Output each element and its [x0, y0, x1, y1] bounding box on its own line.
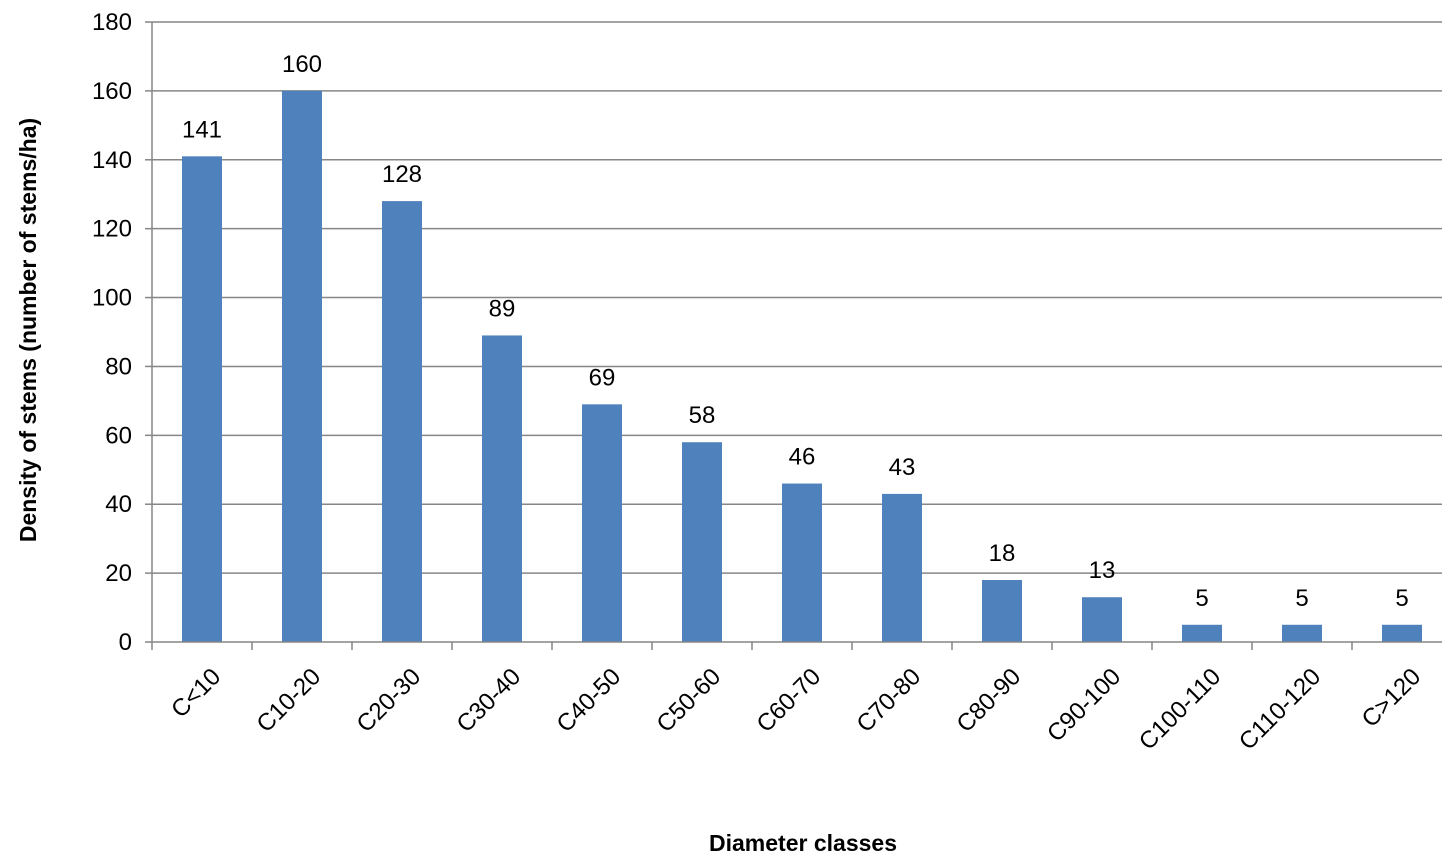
bar-C30-40: [482, 335, 522, 642]
x-tick-label: C20-30: [351, 663, 426, 738]
y-tick-label: 140: [92, 147, 132, 174]
bar-C<10: [182, 156, 222, 643]
bar-C80-90: [982, 580, 1022, 642]
data-label: 18: [989, 540, 1016, 567]
data-labels: 141 160 128 89 69 58 46 43 18 13 5 5 5: [182, 51, 1409, 612]
bar-C110-120: [1282, 624, 1322, 642]
x-tick-label: C90-100: [1042, 663, 1126, 747]
bar-C70-80: [882, 493, 922, 642]
x-tick-label: C<10: [166, 663, 226, 723]
x-tick-label: C40-50: [551, 663, 626, 738]
bar-C20-30: [382, 201, 422, 642]
x-tick-labels: C<10 C10-20 C20-30 C30-40 C40-50 C50-60 C60-70…: [166, 663, 1426, 755]
bar-C10-20: [282, 90, 322, 642]
bar-C>120: [1382, 624, 1422, 642]
y-tick-label: 120: [92, 216, 132, 243]
y-tick-label: 180: [92, 9, 132, 36]
data-label: 141: [182, 116, 222, 143]
y-tick-label: 20: [105, 560, 132, 587]
x-tick-label: C70-80: [851, 663, 926, 738]
axes: [145, 21, 1442, 650]
bar-C90-100: [1082, 597, 1122, 642]
x-tick-label: C110-120: [1234, 663, 1326, 755]
x-tick-label: C30-40: [451, 663, 526, 738]
y-tick-labels: 0 20 40 60 80 100 120 140 160 180: [92, 9, 132, 656]
data-label: 69: [589, 364, 616, 391]
y-tick-label: 160: [92, 78, 132, 105]
bar-C100-110: [1182, 624, 1222, 642]
x-tick-label: C100-110: [1134, 663, 1226, 755]
data-label: 128: [382, 161, 422, 188]
y-tick-label: 60: [105, 422, 132, 449]
y-tick-label: 40: [105, 491, 132, 518]
y-tick-label: 100: [92, 285, 132, 312]
x-axis-title: Diameter classes: [709, 830, 897, 856]
bar-C60-70: [782, 483, 822, 642]
gridlines: [152, 21, 1442, 574]
data-label: 43: [889, 454, 916, 481]
data-label: 89: [489, 295, 516, 322]
data-label: 46: [789, 444, 816, 471]
data-label: 13: [1089, 557, 1116, 584]
y-axis-title: Density of stems (number of stems/ha): [15, 118, 41, 542]
data-label: 5: [1395, 585, 1408, 612]
y-tick-label: 80: [105, 353, 132, 380]
x-tick-label: C50-60: [651, 663, 726, 738]
x-tick-label: C10-20: [251, 663, 326, 738]
data-label: 58: [689, 402, 716, 429]
bar-C40-50: [582, 404, 622, 642]
bar-C50-60: [682, 442, 722, 642]
data-label: 160: [282, 51, 322, 78]
bars: [182, 90, 1422, 643]
x-tick-label: C60-70: [751, 663, 826, 738]
x-tick-label: C>120: [1357, 663, 1427, 733]
y-tick-label: 0: [119, 629, 132, 656]
data-label: 5: [1295, 585, 1308, 612]
data-label: 5: [1195, 585, 1208, 612]
x-tick-label: C80-90: [951, 663, 1026, 738]
